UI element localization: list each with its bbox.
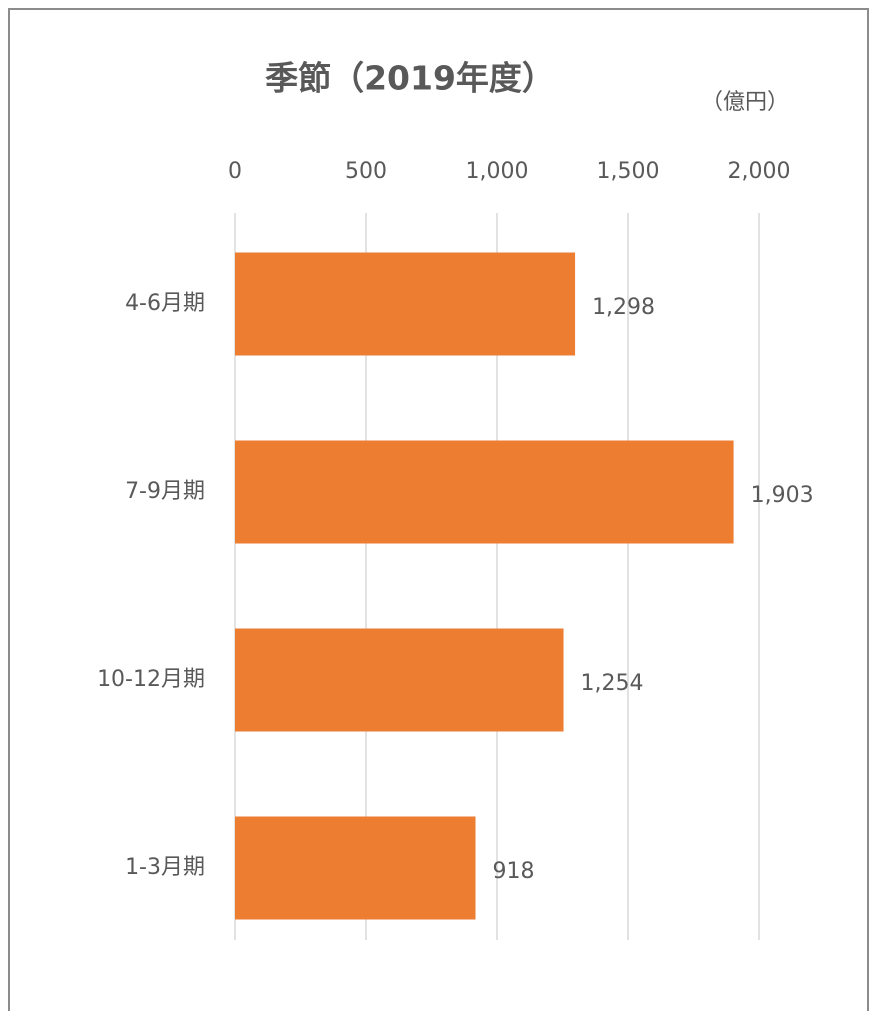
value-label: 1,298 xyxy=(592,295,655,320)
bar xyxy=(235,252,576,356)
value-label: 918 xyxy=(493,859,535,884)
unit-label: （億円） xyxy=(701,90,789,115)
bar xyxy=(235,440,734,544)
y-tick-label: 1-3月期 xyxy=(125,855,205,880)
y-tick-label: 7-9月期 xyxy=(125,479,205,504)
chart-title: 季節（2019年度） xyxy=(265,59,555,98)
x-tick-label: 0 xyxy=(228,159,242,184)
x-tick-label: 1,000 xyxy=(466,159,529,184)
value-label: 1,903 xyxy=(751,483,814,508)
y-tick-label: 4-6月期 xyxy=(125,291,205,316)
value-label: 1,254 xyxy=(581,671,644,696)
bar xyxy=(235,628,564,732)
bar xyxy=(235,816,476,920)
x-tick-label: 500 xyxy=(345,159,387,184)
chart-border xyxy=(8,8,869,1011)
y-tick-label: 10-12月期 xyxy=(97,667,205,692)
x-tick-label: 2,000 xyxy=(728,159,791,184)
x-tick-label: 1,500 xyxy=(597,159,660,184)
